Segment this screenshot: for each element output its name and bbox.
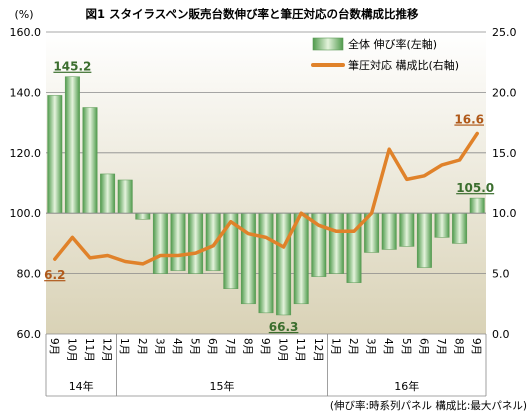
left-tick-label: 100.0 — [10, 207, 42, 220]
bar — [152, 212, 168, 274]
x-axis: 9月 10月 11月 12月 1月 2月 3月 4月 5月 6月 7月 8月 9月 10月 11月 12月 1月… — [48, 338, 482, 362]
data-label: 105.0 — [456, 181, 494, 195]
x-tick-label: 5月 — [189, 338, 201, 355]
data-label: 145.2 — [53, 60, 91, 74]
right-tick-label: 15.0 — [492, 147, 517, 160]
data-label: 16.6 — [454, 112, 484, 126]
right-tick-label: 5.0 — [492, 268, 510, 281]
left-axis: 60.0 80.0 100.0 120.0 140.0 160.0 — [10, 26, 42, 341]
x-tick-label: 1月 — [118, 338, 130, 355]
x-tick-label: 9月 — [470, 338, 482, 355]
bar — [381, 212, 397, 250]
data-label: 66.3 — [269, 320, 299, 334]
year-groups: 14年 15年 16年 — [45, 334, 487, 397]
chart-title: 図1 スタイラスペン販売台数伸び率と筆圧対応の台数構成比推移 — [86, 7, 419, 21]
legend: 全体 伸び率(左軸) 筆圧対応 構成比(右軸) — [311, 37, 459, 72]
x-tick-label: 6月 — [417, 338, 429, 355]
left-tick-label: 60.0 — [17, 328, 42, 341]
bar — [416, 212, 432, 268]
x-tick-label: 9月 — [259, 338, 271, 355]
left-tick-label: 160.0 — [10, 26, 42, 39]
x-tick-label: 11月 — [83, 338, 95, 362]
x-tick-label: 7月 — [224, 338, 236, 355]
x-tick-label: 11月 — [294, 338, 306, 362]
bar — [117, 179, 133, 214]
x-tick-label: 4月 — [382, 338, 394, 355]
left-axis-unit: (%) — [14, 8, 33, 21]
bar — [434, 212, 450, 238]
x-tick-label: 4月 — [171, 338, 183, 355]
bar — [452, 212, 468, 244]
bar — [47, 95, 63, 214]
bar-series — [46, 76, 486, 316]
x-tick-label: 6月 — [206, 338, 218, 355]
right-tick-label: 10.0 — [492, 207, 517, 220]
data-labels: 145.2 66.3 105.0 6.2 16.6 — [44, 60, 494, 334]
bar — [135, 212, 151, 220]
x-tick-label: 10月 — [65, 338, 77, 362]
x-tick-label: 2月 — [347, 338, 359, 355]
bar — [399, 212, 415, 247]
x-tick-label: 5月 — [400, 338, 412, 355]
year-label: 14年 — [69, 379, 94, 393]
year-label: 15年 — [210, 379, 235, 393]
series-line — [53, 131, 479, 266]
left-tick-label: 120.0 — [10, 147, 42, 160]
x-tick-label: 12月 — [101, 338, 113, 362]
legend-bar-label: 全体 伸び率(左軸) — [348, 37, 437, 51]
legend-bar-swatch — [312, 37, 344, 51]
data-label: 6.2 — [44, 268, 65, 282]
x-tick-label: 12月 — [312, 338, 324, 362]
x-tick-label: 10月 — [277, 338, 289, 362]
bar — [82, 107, 98, 214]
bar — [170, 212, 186, 271]
right-tick-label: 0.0 — [492, 328, 510, 341]
bar — [276, 212, 292, 316]
bar — [293, 212, 309, 305]
left-tick-label: 80.0 — [17, 268, 42, 281]
x-tick-label: 3月 — [365, 338, 377, 355]
line-series — [53, 131, 479, 266]
left-tick-label: 140.0 — [10, 86, 42, 99]
right-tick-label: 25.0 — [492, 26, 517, 39]
year-label: 16年 — [394, 379, 419, 393]
bar — [328, 212, 344, 274]
bar — [240, 212, 256, 305]
x-tick-label: 8月 — [241, 338, 253, 355]
x-tick-label: 1月 — [329, 338, 341, 355]
footnote: (伸び率:時系列パネル 構成比:最大パネル) — [330, 399, 527, 412]
x-tick-label: 9月 — [48, 338, 60, 355]
legend-line-label: 筆圧対応 構成比(右軸) — [348, 58, 459, 72]
bar — [100, 173, 116, 214]
x-tick-label: 2月 — [136, 338, 148, 355]
right-tick-label: 20.0 — [492, 86, 517, 99]
bar — [205, 212, 221, 271]
right-axis: 0.0 5.0 10.0 15.0 20.0 25.0 — [492, 26, 517, 341]
x-tick-label: 3月 — [153, 338, 165, 355]
bar — [469, 197, 485, 214]
bar — [188, 212, 204, 274]
bar — [258, 212, 274, 314]
x-tick-label: 8月 — [453, 338, 465, 355]
x-tick-label: 7月 — [435, 338, 447, 355]
bar — [64, 76, 80, 214]
